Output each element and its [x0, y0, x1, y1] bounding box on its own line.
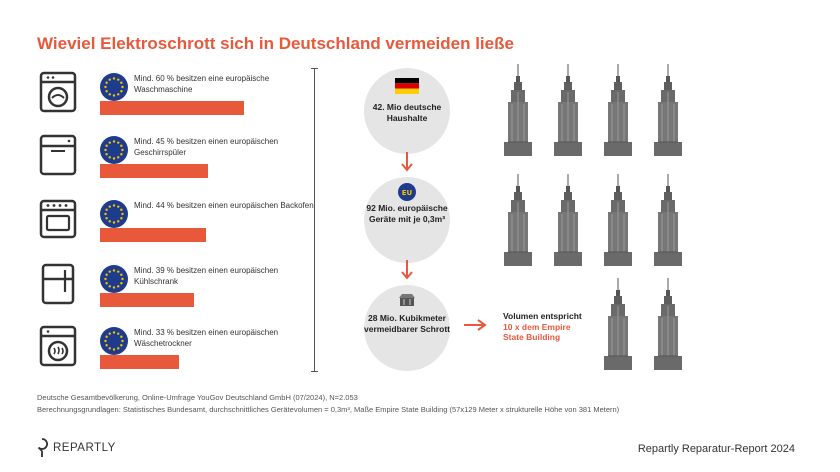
stat-text: Mind. 44 % besitzen einen europäischen B…: [134, 201, 314, 210]
germany-flag-icon: [395, 78, 419, 94]
empire-state-building-icon: [554, 64, 582, 156]
eu-flag-icon: [100, 136, 128, 164]
stat-bar: [100, 355, 180, 369]
eu-flag-icon: [100, 265, 128, 293]
footnote-source: Deutsche Gesamtbevölkerung, Online-Umfra…: [37, 393, 358, 402]
eu-flag-icon: [100, 73, 128, 101]
volume-line2: 10 x dem Empire State Building: [503, 321, 571, 343]
eu-flag-icon: [100, 200, 128, 228]
washing-machine-icon: [39, 71, 77, 113]
volume-circle: 28 Mio. Kubikmeter vermeidbarer Schrott: [364, 285, 450, 371]
empire-state-building-icon: [604, 64, 632, 156]
eu-badge-text: EU: [402, 189, 413, 197]
oven-icon: [39, 199, 77, 239]
households-text: 42. Mio deutsche Haushalte: [372, 102, 442, 123]
scrap-container-icon: [399, 294, 415, 306]
stat-text: Mind. 60 % besitzen eine europäische Was…: [134, 74, 270, 94]
dishwasher-icon: [39, 134, 77, 176]
appliance-row-washing-machine: Mind. 60 % besitzen eine europäische Was…: [38, 70, 298, 130]
appliance-row-dishwasher: Mind. 45 % besitzen einen europäischen G…: [38, 133, 298, 193]
empire-state-building-icon: [504, 64, 532, 156]
devices-circle: EU 92 Mio. europäische Geräte mit je 0,3…: [364, 177, 450, 263]
arrow-down-icon: [401, 152, 413, 172]
empire-state-building-icon: [654, 64, 682, 156]
dryer-icon: [39, 325, 77, 367]
brand-name: REPARTLY: [53, 442, 116, 454]
households-circle: 42. Mio deutsche Haushalte: [364, 68, 450, 154]
devices-text: 92 Mio. europäische Geräte mit je 0,3m³: [366, 203, 448, 224]
empire-state-building-icon: [604, 174, 632, 266]
stat-text: Mind. 33 % besitzen einen europäischen W…: [134, 328, 279, 348]
eu-badge-icon: EU: [398, 183, 416, 201]
divider-line: [314, 68, 315, 371]
stat-bar: [100, 101, 244, 115]
empire-state-building-icon: [654, 174, 682, 266]
footnote-basis: Berechnungsgrundlagen: Statistisches Bun…: [37, 405, 620, 414]
divider-tick-bottom: [311, 371, 318, 372]
volume-comparison: Volumen entspricht 10 x dem Empire State…: [503, 311, 583, 343]
repartly-logo: REPARTLY: [36, 437, 116, 459]
empire-state-building-icon: [604, 278, 632, 370]
appliance-row-oven: Mind. 44 % besitzen einen europäischen B…: [38, 197, 314, 257]
empire-state-building-icon: [654, 278, 682, 370]
volume-line1: Volumen entspricht: [503, 311, 582, 321]
arrow-down-icon: [401, 260, 413, 280]
divider-tick-top: [311, 68, 318, 69]
stat-bar: [100, 293, 194, 307]
stat-text: Mind. 45 % besitzen einen europäischen G…: [134, 137, 279, 157]
volume-text: 28 Mio. Kubikmeter vermeidbarer Schrott: [364, 313, 450, 334]
appliance-row-fridge: Mind. 39 % besitzen einen europäischen K…: [38, 262, 298, 322]
page-title: Wieviel Elektroschrott sich in Deutschla…: [37, 34, 514, 53]
appliance-row-dryer: Mind. 33 % besitzen einen europäischen W…: [38, 324, 298, 384]
repartly-logo-icon: [37, 438, 48, 457]
empire-state-building-icon: [554, 174, 582, 266]
report-name: Repartly Reparatur-Report 2024: [637, 443, 795, 455]
stat-bar: [100, 228, 206, 242]
empire-state-building-icon: [504, 174, 532, 266]
fridge-icon: [41, 263, 75, 305]
stat-bar: [100, 164, 208, 178]
eu-flag-icon: [100, 327, 128, 355]
arrow-right-icon: [464, 319, 487, 331]
stat-text: Mind. 39 % besitzen einen europäischen K…: [134, 266, 279, 286]
